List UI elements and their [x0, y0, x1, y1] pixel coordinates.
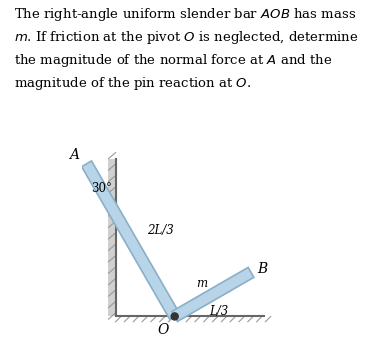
Text: 30°: 30°	[91, 182, 112, 195]
Polygon shape	[172, 267, 254, 321]
Polygon shape	[81, 161, 180, 319]
Text: A: A	[69, 148, 80, 162]
Polygon shape	[108, 159, 116, 317]
Text: O: O	[157, 322, 169, 336]
Text: L/3: L/3	[210, 305, 229, 318]
Text: B: B	[257, 262, 268, 276]
Text: 2L/3: 2L/3	[148, 224, 174, 237]
Text: m: m	[196, 276, 208, 290]
Circle shape	[171, 313, 178, 320]
Text: The right-angle uniform slender bar $AOB$ has mass
$m$. If friction at the pivot: The right-angle uniform slender bar $AOB…	[14, 6, 359, 92]
